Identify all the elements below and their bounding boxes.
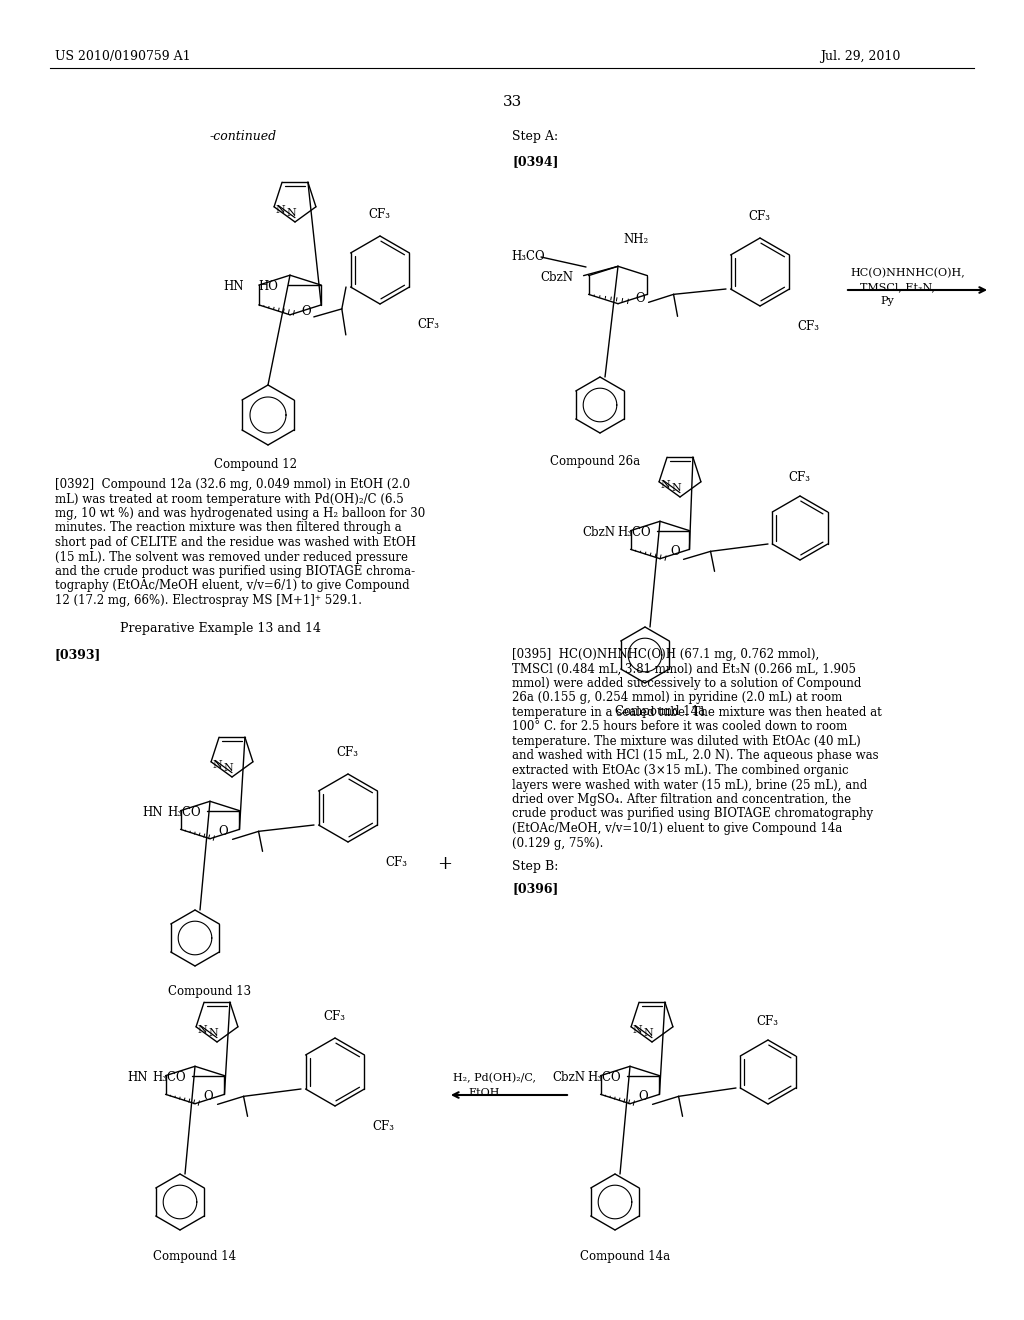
Text: [0392]  Compound 12a (32.6 mg, 0.049 mmol) in EtOH (2.0: [0392] Compound 12a (32.6 mg, 0.049 mmol… (55, 478, 411, 491)
Text: N: N (671, 483, 681, 492)
Text: Jul. 29, 2010: Jul. 29, 2010 (820, 50, 900, 63)
Text: TMSCl, Et₃N,: TMSCl, Et₃N, (860, 282, 935, 292)
Text: mL) was treated at room temperature with Pd(OH)₂/C (6.5: mL) was treated at room temperature with… (55, 492, 403, 506)
Text: Compound 13: Compound 13 (168, 985, 252, 998)
Text: and the crude product was purified using BIOTAGE chroma-: and the crude product was purified using… (55, 565, 415, 578)
Text: HN: HN (224, 280, 245, 293)
Text: Step B:: Step B: (512, 861, 558, 873)
Text: US 2010/0190759 A1: US 2010/0190759 A1 (55, 50, 190, 63)
Text: (0.129 g, 75%).: (0.129 g, 75%). (512, 837, 603, 850)
Text: N: N (197, 1024, 207, 1035)
Text: minutes. The reaction mixture was then filtered through a: minutes. The reaction mixture was then f… (55, 521, 401, 535)
Text: CbzN: CbzN (583, 525, 615, 539)
Text: H₃CO: H₃CO (168, 805, 201, 818)
Text: 100° C. for 2.5 hours before it was cooled down to room: 100° C. for 2.5 hours before it was cool… (512, 721, 847, 734)
Text: TMSCl (0.484 mL, 3.81 mmol) and Et₃N (0.266 mL, 1.905: TMSCl (0.484 mL, 3.81 mmol) and Et₃N (0.… (512, 663, 856, 676)
Text: N: N (286, 209, 296, 218)
Text: CF₃: CF₃ (756, 1015, 778, 1028)
Text: +: + (437, 855, 453, 873)
Text: Compound 12: Compound 12 (213, 458, 297, 471)
Text: and washed with HCl (15 mL, 2.0 N). The aqueous phase was: and washed with HCl (15 mL, 2.0 N). The … (512, 750, 879, 763)
Text: (15 mL). The solvent was removed under reduced pressure: (15 mL). The solvent was removed under r… (55, 550, 408, 564)
Text: N: N (212, 760, 222, 770)
Text: HN: HN (128, 1071, 148, 1084)
Text: CF₃: CF₃ (368, 209, 390, 220)
Text: 12 (17.2 mg, 66%). Electrospray MS [M+1]⁺ 529.1.: 12 (17.2 mg, 66%). Electrospray MS [M+1]… (55, 594, 362, 607)
Text: N: N (660, 479, 670, 490)
Text: temperature. The mixture was diluted with EtOAc (40 mL): temperature. The mixture was diluted wit… (512, 735, 861, 748)
Text: N: N (643, 1028, 653, 1038)
Text: mg, 10 wt %) and was hydrogenated using a H₂ balloon for 30: mg, 10 wt %) and was hydrogenated using … (55, 507, 425, 520)
Text: H₃CO: H₃CO (617, 525, 651, 539)
Text: -continued: -continued (210, 129, 278, 143)
Text: NH₂: NH₂ (623, 234, 648, 246)
Text: O: O (204, 1090, 213, 1104)
Text: [0393]: [0393] (55, 648, 101, 661)
Text: mmol) were added successively to a solution of Compound: mmol) were added successively to a solut… (512, 677, 861, 690)
Text: short pad of CELITE and the residue was washed with EtOH: short pad of CELITE and the residue was … (55, 536, 416, 549)
Text: HO: HO (258, 280, 279, 293)
Text: [0396]: [0396] (512, 882, 558, 895)
Text: crude product was purified using BIOTAGE chromatography: crude product was purified using BIOTAGE… (512, 808, 873, 821)
Text: Py: Py (880, 296, 894, 306)
Text: H₃CO: H₃CO (588, 1071, 622, 1084)
Text: Compound 14a: Compound 14a (580, 1250, 670, 1263)
Text: [0394]: [0394] (512, 154, 558, 168)
Text: O: O (671, 545, 680, 558)
Text: H₂, Pd(OH)₂/C,: H₂, Pd(OH)₂/C, (453, 1073, 536, 1084)
Text: CF₃: CF₃ (748, 210, 770, 223)
Text: CbzN: CbzN (553, 1071, 586, 1084)
Text: dried over MgSO₄. After filtration and concentration, the: dried over MgSO₄. After filtration and c… (512, 793, 851, 807)
Text: EtOH: EtOH (468, 1088, 500, 1098)
Text: Preparative Example 13 and 14: Preparative Example 13 and 14 (120, 622, 321, 635)
Text: 26a (0.155 g, 0.254 mmol) in pyridine (2.0 mL) at room: 26a (0.155 g, 0.254 mmol) in pyridine (2… (512, 692, 843, 705)
Text: N: N (275, 205, 285, 215)
Text: 33: 33 (503, 95, 521, 110)
Text: tography (EtOAc/MeOH eluent, v/v=6/1) to give Compound: tography (EtOAc/MeOH eluent, v/v=6/1) to… (55, 579, 410, 593)
Text: O: O (218, 825, 228, 838)
Text: CF₃: CF₃ (323, 1010, 345, 1023)
Text: Compound 26a: Compound 26a (550, 455, 640, 469)
Text: O: O (639, 1090, 648, 1104)
Text: Compound 14a: Compound 14a (615, 705, 706, 718)
Text: HC(O)NHNHC(O)H,: HC(O)NHNHC(O)H, (850, 268, 965, 279)
Text: N: N (208, 1028, 218, 1038)
Text: CF₃: CF₃ (336, 746, 358, 759)
Text: CF₃: CF₃ (797, 319, 819, 333)
Text: temperature in a sealed tube. The mixture was then heated at: temperature in a sealed tube. The mixtur… (512, 706, 882, 719)
Text: H₃CO: H₃CO (511, 249, 545, 263)
Text: N: N (223, 763, 232, 774)
Text: extracted with EtOAc (3×15 mL). The combined organic: extracted with EtOAc (3×15 mL). The comb… (512, 764, 849, 777)
Text: HN: HN (142, 805, 163, 818)
Text: CF₃: CF₃ (372, 1119, 394, 1133)
Text: Compound 14: Compound 14 (154, 1250, 237, 1263)
Text: N: N (632, 1024, 642, 1035)
Text: CF₃: CF₃ (788, 471, 810, 484)
Text: layers were washed with water (15 mL), brine (25 mL), and: layers were washed with water (15 mL), b… (512, 779, 867, 792)
Text: [0395]  HC(O)NHNHC(O)H (67.1 mg, 0.762 mmol),: [0395] HC(O)NHNHC(O)H (67.1 mg, 0.762 mm… (512, 648, 819, 661)
Text: CF₃: CF₃ (417, 318, 439, 331)
Text: (EtOAc/MeOH, v/v=10/1) eluent to give Compound 14a: (EtOAc/MeOH, v/v=10/1) eluent to give Co… (512, 822, 843, 836)
Text: CbzN: CbzN (541, 271, 573, 284)
Text: O: O (636, 292, 645, 305)
Text: O: O (302, 305, 311, 318)
Text: H₃CO: H₃CO (153, 1071, 186, 1084)
Text: Step A:: Step A: (512, 129, 558, 143)
Text: CF₃: CF₃ (385, 855, 407, 869)
